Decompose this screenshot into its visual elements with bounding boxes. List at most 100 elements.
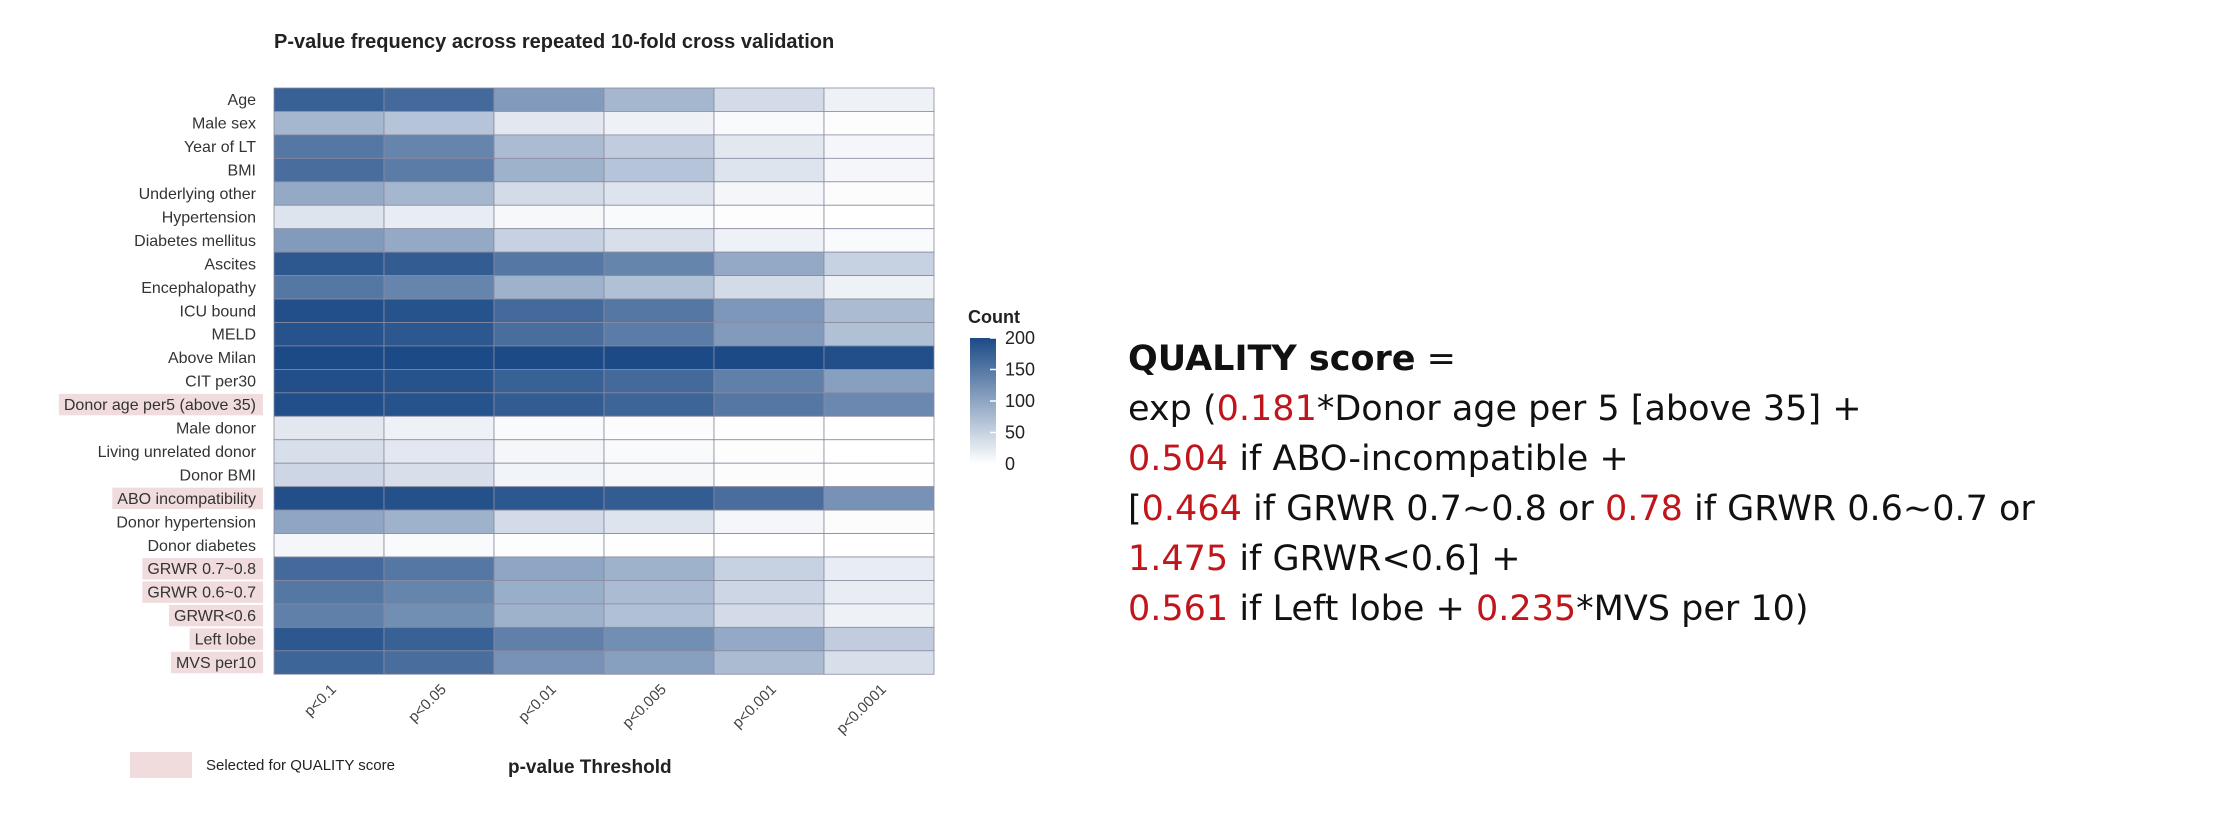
formula-text: if ABO-incompatible + [1228,439,1629,479]
heatmap-cell [823,580,935,605]
formula-coefficient: 0.235 [1475,589,1577,629]
row-highlight [169,604,264,627]
heatmap-cell [493,415,605,441]
heatmap-cell [603,134,715,159]
formula-line: 1.475 if GRWR<0.6] + [1128,534,2208,584]
heatmap-cell [273,204,385,230]
heatmap-cell [823,650,935,675]
heatmap-cell [273,134,385,159]
heatmap-cell [493,556,605,581]
heatmap-cell [383,486,495,511]
heatmap-cell [383,228,495,253]
heatmap-cell [713,486,825,511]
formula-coefficient: 1.475 [1128,539,1229,579]
row-label: GRWR 0.6~0.7 [147,585,256,602]
heatmap-cell [493,322,605,347]
heatmap-cell [713,650,825,675]
heatmap-cell [273,650,385,675]
heatmap-cell [493,486,605,511]
heatmap-cell [273,392,385,417]
heatmap-cell [603,580,715,605]
heatmap-cell [493,368,605,394]
column-label: p<0.1 [301,681,340,720]
heatmap-cell [713,251,825,276]
heatmap-cell [383,368,495,394]
legend-tick-label: 0 [1005,454,1015,474]
row-highlight [170,651,264,674]
formula-title: QUALITY score [1128,339,1416,379]
row-label: Donor age per5 (above 35) [64,397,256,414]
formula-text: if GRWR<0.6] + [1228,539,1521,579]
heatmap-cell [493,650,605,675]
heatmap-cell [273,345,385,370]
heatmap-cell [603,368,715,394]
heatmap-cell [823,509,935,534]
heatmap-cell [383,580,495,605]
heatmap-cell [383,556,495,581]
row-highlight [142,558,264,580]
heatmap-cell [603,322,715,347]
heatmap-cell [273,157,385,183]
formula-coefficient: 0.181 [1216,389,1317,429]
heatmap-cell [493,87,605,112]
heatmap-cell [273,275,385,300]
row-label: Ascites [204,256,256,273]
heatmap-cell [603,345,715,370]
heatmap-cell [273,87,385,112]
heatmap-cell [273,322,385,347]
heatmap-cell [713,87,825,112]
heatmap-cell [823,157,935,183]
heatmap-cell [273,181,385,206]
heatmap-cell [493,298,605,323]
row-label: Donor hypertension [116,514,256,531]
column-label: p<0.001 [729,681,780,732]
heatmap-cell [383,345,495,370]
heatmap-cells [273,87,935,675]
heatmap-cell [603,509,715,534]
heatmap-cell [273,603,385,628]
heatmap-cell [603,181,715,206]
heatmap-cell [383,251,495,276]
heatmap-cell [823,298,935,323]
x-axis-title: p-value Threshold [508,757,672,778]
heatmap-cell [603,556,715,581]
heatmap-cell [823,462,935,488]
heatmap-cell [603,626,715,652]
column-label: p<0.01 [515,681,560,726]
row-label: Donor diabetes [147,538,256,555]
heatmap-cell [273,580,385,605]
heatmap-cell [603,486,715,511]
formula-line: 0.504 if ABO-incompatible + [1128,434,2208,484]
heatmap-cell [383,533,495,558]
heatmap-cell [713,580,825,605]
heatmap-cell [273,509,385,534]
formula-text: exp ( [1128,389,1217,429]
heatmap-cell [823,228,935,253]
column-label: p<0.005 [619,681,670,732]
heatmap-cell [823,322,935,347]
heatmap-cell [493,345,605,370]
heatmap-cell [603,650,715,675]
row-highlights [58,393,264,674]
heatmap-cell [383,650,495,675]
heatmap-cell [383,439,495,464]
heatmap-cell [713,392,825,417]
heatmap-cell [603,439,715,464]
formula-text: if Left lobe + [1228,589,1476,629]
legend-ticks: 200 150 100 50 0 [990,328,1035,474]
heatmap-cell [273,368,385,394]
heatmap-cell [603,462,715,488]
heatmap-cell [603,111,715,136]
row-label: MELD [212,327,256,344]
column-label: p<0.05 [405,681,450,726]
heatmap-cell [713,298,825,323]
heatmap-cell [713,603,825,628]
heatmap-cell [493,204,605,230]
heatmap-cell [383,181,495,206]
heatmap-cell [383,322,495,347]
heatmap-cell [493,134,605,159]
heatmap-cell [713,439,825,464]
selection-legend: Selected for QUALITY score [130,752,395,778]
column-labels: p<0.1 p<0.05 p<0.01 p<0.005 p<0.001 p<0.0001 [301,681,890,738]
formula-text: [ [1128,489,1142,529]
